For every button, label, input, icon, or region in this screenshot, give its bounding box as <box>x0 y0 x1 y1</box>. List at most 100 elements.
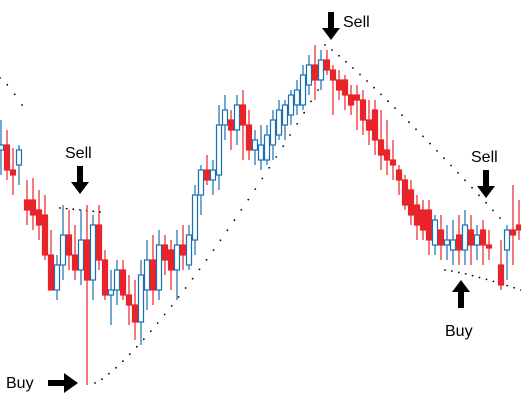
candle-body <box>263 134 271 161</box>
sar-dot <box>275 156 278 158</box>
candle-body <box>119 269 127 296</box>
bearish-candle <box>341 75 349 110</box>
candle-body <box>401 179 409 206</box>
bearish-candle <box>35 190 43 240</box>
bearish-candle <box>71 225 79 280</box>
candle-body <box>377 139 385 156</box>
sar-dot <box>303 111 305 114</box>
candle-body <box>341 79 349 96</box>
sar-dot <box>359 73 361 76</box>
sar-dot <box>499 217 501 219</box>
sar-dot <box>282 145 285 148</box>
sar-dot <box>142 338 145 341</box>
bullish-candle <box>155 230 163 300</box>
bearish-candle <box>119 260 127 300</box>
candle-body <box>317 59 325 81</box>
sar-dot <box>464 179 466 182</box>
bullish-candle <box>449 220 457 265</box>
candle-body <box>461 224 469 251</box>
sar-dot <box>247 198 250 201</box>
candle-body <box>173 244 181 271</box>
candle-body <box>509 229 517 236</box>
sar-dot <box>254 188 257 191</box>
sar-dot <box>324 44 326 46</box>
candle-body <box>179 244 187 256</box>
candle-body <box>365 119 373 131</box>
candle-body <box>209 169 217 181</box>
candle-body <box>3 144 11 171</box>
candle-body <box>515 224 521 231</box>
sar-dot <box>387 100 389 103</box>
candle-body <box>335 79 343 91</box>
candle-body <box>467 229 475 246</box>
sar-dot <box>401 114 403 116</box>
candle-body <box>389 159 397 166</box>
sar-dot <box>0 77 1 79</box>
buy-signal: Buy <box>6 373 78 393</box>
candle-body <box>479 229 487 246</box>
bearish-candle <box>9 148 17 195</box>
candle-body <box>245 124 253 151</box>
buy-label: Buy <box>6 375 34 392</box>
bearish-candle <box>167 240 175 290</box>
candle-body <box>281 104 289 126</box>
candle-body <box>485 244 493 249</box>
bearish-candle <box>29 178 37 230</box>
candle-body <box>161 244 169 261</box>
bearish-candle <box>101 250 109 300</box>
bearish-candle <box>323 50 331 75</box>
candle-body <box>35 209 43 226</box>
bullish-candle <box>143 240 151 310</box>
candle-body <box>383 149 391 161</box>
candle-body <box>455 234 463 251</box>
bearish-candle <box>467 215 475 265</box>
sar-dot <box>408 121 410 124</box>
bearish-candle <box>23 180 31 225</box>
sell-label: Sell <box>343 14 370 31</box>
sar-dot <box>457 172 459 174</box>
sar-dot <box>59 207 61 209</box>
sar-dot <box>92 210 95 213</box>
bearish-candle <box>311 45 319 100</box>
sar-segment-down <box>324 44 501 219</box>
candle-body <box>239 104 247 126</box>
candle-body <box>77 239 85 271</box>
sar-dot <box>21 104 23 106</box>
bearish-candle <box>3 130 11 180</box>
sar-segment-down <box>59 207 101 213</box>
sell-label: Sell <box>471 149 498 166</box>
sar-dot <box>513 286 515 289</box>
bearish-candle <box>335 70 343 100</box>
sar-dot <box>212 249 215 252</box>
candle-body <box>65 234 73 256</box>
sar-dot <box>478 276 481 279</box>
candle-body <box>29 199 37 216</box>
sar-dot <box>198 268 201 271</box>
bearish-candle <box>329 65 337 115</box>
sar-dot <box>394 107 396 109</box>
candle-body <box>323 59 331 71</box>
sar-dot <box>450 164 452 167</box>
candle-body <box>221 109 229 126</box>
sar-dot <box>331 49 333 51</box>
sell-label: Sell <box>65 145 92 162</box>
bearish-candle <box>161 235 169 275</box>
bearish-candle <box>419 200 427 240</box>
sar-dot <box>485 201 487 204</box>
candle-body <box>443 239 451 246</box>
annotations-layer: Sell Sell Sell Buy Buy <box>6 12 498 393</box>
candle-body <box>131 304 139 323</box>
sar-dot <box>261 177 264 180</box>
candle-body <box>305 64 313 86</box>
bearish-candle <box>95 205 103 270</box>
candle-body <box>155 244 163 291</box>
sar-dot <box>226 229 229 232</box>
bullish-candle <box>113 260 121 305</box>
bearish-candle <box>479 220 487 265</box>
sar-dot <box>429 142 431 145</box>
candle-body <box>233 104 241 131</box>
bullish-candle <box>305 55 313 95</box>
bearish-candle <box>131 280 139 340</box>
bullish-candle <box>15 145 23 185</box>
